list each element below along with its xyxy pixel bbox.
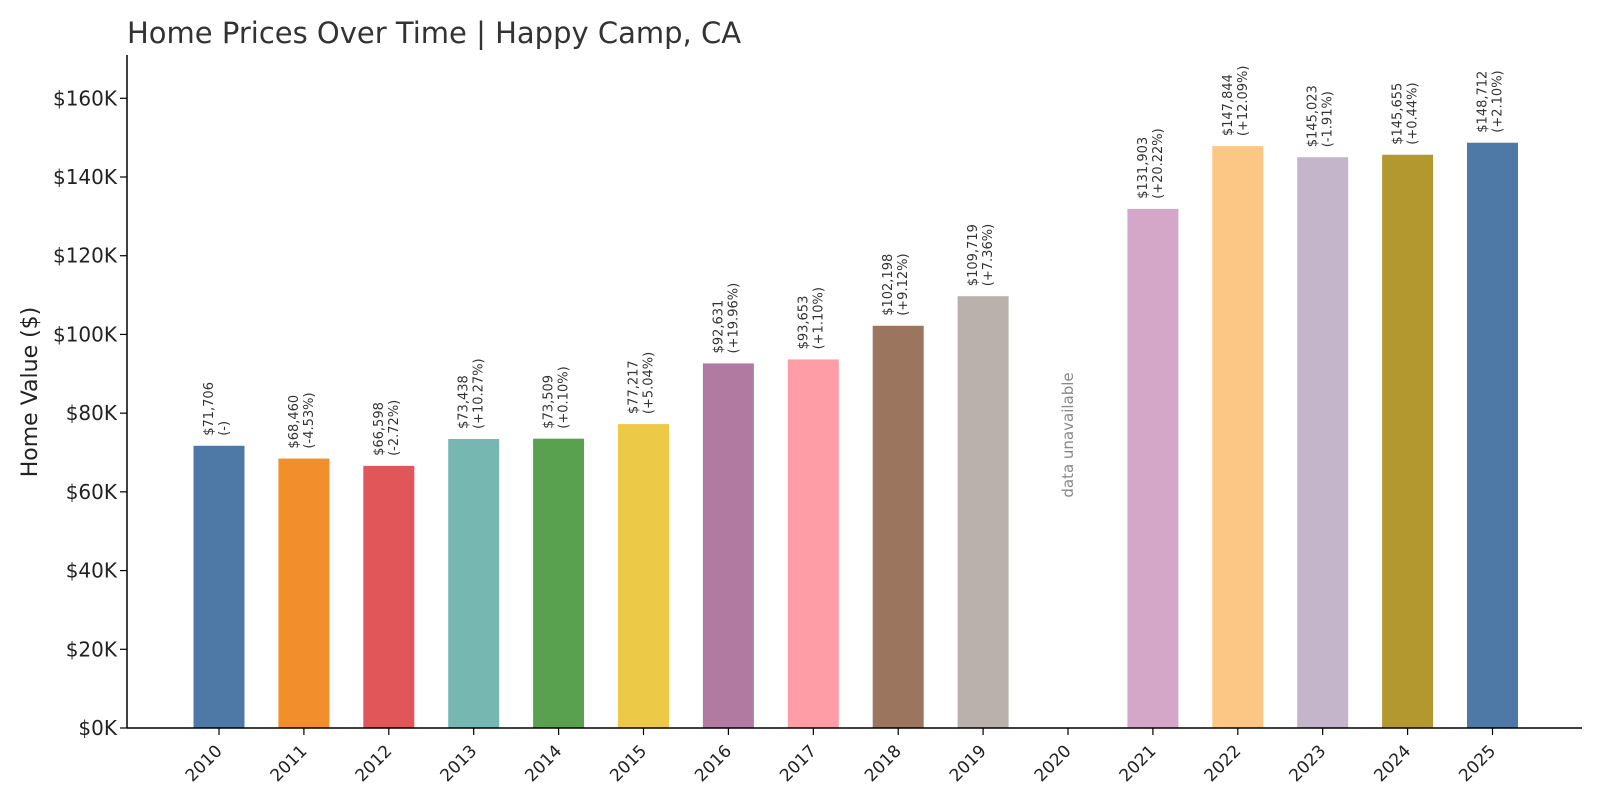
bar-value-label: $77,217: [627, 360, 642, 414]
bar-change-label: (+5.04%): [642, 352, 657, 414]
bar-value-label: $92,631: [711, 300, 726, 354]
y-tick-label: $0K: [78, 716, 117, 740]
bar-value-label: $131,903: [1136, 137, 1151, 199]
bar-2021: [1127, 208, 1179, 728]
bar-2013: [448, 438, 500, 728]
bar-value-label: $102,198: [881, 254, 896, 316]
x-tick-label: 2020: [1031, 741, 1076, 786]
x-tick-label: 2023: [1285, 741, 1330, 786]
bar-value-label: $73,438: [457, 375, 472, 429]
bar-value-label: $109,719: [966, 224, 981, 286]
bar-2014: [533, 438, 585, 728]
bar-change-label: (+10.27%): [472, 358, 487, 429]
bar-value-label: $93,653: [796, 296, 811, 350]
bar-change-label: (+7.36%): [981, 224, 996, 286]
bar-change-label: (-1.91%): [1321, 91, 1336, 147]
y-axis-ticks: $0K $20K $40K $60K $80K $100K $120K $140K $160K: [53, 86, 127, 740]
y-tick-label: $100K: [53, 322, 118, 346]
bar-2017: [787, 359, 839, 728]
x-tick-label: 2017: [776, 741, 821, 786]
bar-change-label: (-): [217, 421, 232, 436]
bar-2024: [1382, 154, 1434, 728]
bar-2025: [1467, 142, 1518, 728]
bar-value-label: $71,706: [202, 382, 217, 436]
bar-2012: [363, 465, 415, 728]
bar-value-label: $147,844: [1221, 74, 1236, 136]
bar-change-label: (+0.44%): [1406, 82, 1421, 144]
x-tick-label: 2013: [437, 741, 482, 786]
x-tick-label: 2022: [1201, 741, 1246, 786]
y-tick-label: $40K: [66, 559, 118, 583]
bar-change-label: (+1.10%): [811, 287, 826, 349]
bar-2018: [872, 325, 924, 728]
bar-value-label: $68,460: [287, 395, 302, 449]
bar-2015: [618, 424, 669, 728]
x-tick-label: 2016: [691, 741, 736, 786]
chart-title: Home Prices Over Time | Happy Camp, CA: [127, 16, 741, 50]
y-tick-label: $120K: [53, 244, 118, 268]
y-tick-label: $160K: [53, 86, 118, 110]
bar-change-label: (+20.22%): [1151, 128, 1166, 199]
bar-change-label: (+0.10%): [557, 366, 572, 428]
x-tick-label: 2021: [1116, 741, 1161, 786]
x-tick-label: 2025: [1455, 741, 1500, 786]
bar-2010: [193, 445, 245, 728]
bar-2022: [1212, 146, 1264, 729]
y-axis-label: Home Value ($): [18, 307, 43, 478]
bar-change-label: (-2.72%): [387, 400, 402, 456]
x-tick-label: 2012: [352, 741, 397, 786]
x-tick-label: 2011: [267, 741, 312, 786]
bar-value-label: $145,655: [1391, 83, 1406, 145]
y-tick-label: $20K: [66, 637, 118, 661]
y-tick-label: $80K: [66, 401, 118, 425]
bar-2016: [702, 363, 754, 728]
missing-data-label: data unavailable: [1059, 372, 1077, 497]
bar-2011: [278, 458, 330, 728]
bar-change-label: (-4.53%): [302, 392, 317, 448]
y-tick-label: $60K: [66, 480, 118, 504]
bar-2019: [957, 296, 1009, 728]
y-tick-label: $140K: [53, 165, 118, 189]
x-tick-label: 2019: [946, 741, 991, 786]
bar-series: $71,706 (-) $68,460 (-4.53%) $66,598 (-2.72%)…: [193, 66, 1518, 729]
bar-change-label: (+9.12%): [896, 253, 911, 315]
bar-value-label: $66,598: [372, 402, 387, 456]
x-tick-label: 2015: [606, 741, 651, 786]
bar-value-label: $148,712: [1476, 71, 1491, 133]
x-tick-label: 2014: [521, 741, 566, 786]
bar-change-label: (+19.96%): [726, 283, 741, 354]
bar-change-label: (+2.10%): [1491, 70, 1506, 132]
x-tick-label: 2024: [1370, 741, 1415, 786]
bar-value-label: $145,023: [1306, 85, 1321, 147]
bar-2023: [1297, 157, 1349, 729]
x-axis-ticks: 2010 2011 2012 2013 2014 2015 2016 2017 2018 2019…: [182, 728, 1500, 786]
x-tick-label: 2010: [182, 741, 227, 786]
bar-value-label: $73,509: [542, 375, 557, 429]
bar-change-label: (+12.09%): [1236, 66, 1251, 137]
x-tick-label: 2018: [861, 741, 906, 786]
